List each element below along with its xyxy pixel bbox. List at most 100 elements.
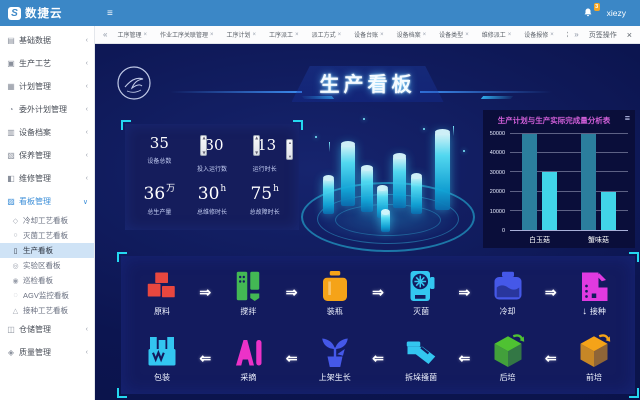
tab-operations-button[interactable]: 页签操作 (588, 31, 617, 39)
sidebar-item-maintenance-management[interactable]: ▧ 保养管理 ‹ (7, 151, 88, 160)
sidebar-item-outsourcing-plan-management[interactable]: ◔ 委外计划管理 ‹ (0, 98, 94, 121)
mixing-icon (230, 268, 266, 304)
sidebar-item-warehouse-management[interactable]: ◫ 仓储管理 ‹ (7, 325, 88, 334)
tab-cooling-process-board[interactable]: 冷却工艺看板× (563, 28, 569, 41)
close-icon[interactable]: × (143, 31, 147, 38)
app-logo-icon: S (8, 6, 21, 20)
close-icon[interactable]: × (337, 31, 342, 38)
sidebar-subitem-inoculation-process-board[interactable]: △ 接种工艺看板 (12, 306, 68, 315)
header-decor-line-left (170, 91, 302, 93)
flow-step-pre-cultivation: 前培 (565, 333, 623, 383)
username[interactable]: xiezy (606, 8, 626, 18)
main-area: « 工序管理 × 作业工序关联管理 × 工序计划 × 工序派工 × 派工方式 × 设备台账 × 设备档案… (95, 26, 640, 400)
header-decor-line-right (420, 91, 552, 93)
glow-bar (393, 153, 406, 208)
quality-icon: ◈ (7, 348, 15, 357)
bottling-icon (317, 268, 353, 304)
chevron-left-icon: ‹ (85, 37, 88, 44)
sidebar-subitem-sterilization-process-board[interactable]: ○ 灭菌工艺看板 (0, 228, 94, 243)
close-icon[interactable]: × (550, 31, 554, 38)
location-icon: ◉ (12, 277, 19, 285)
tab-dispatch-method[interactable]: 派工方式 × (311, 31, 342, 40)
body-row: ▤ 基础数据 ‹ ▣ 生产工艺 ‹ ▦ 计划管理 ‹ ◔ 委外计划管理 ‹ ▥ 设备档案 ‹ ▧ 保养管理 ‹ ◧ 维… (0, 26, 640, 400)
close-icon[interactable]: × (210, 31, 214, 38)
tab-operation-process-relation[interactable]: 作业工序关联管理 × (159, 31, 214, 40)
cooling-icon (490, 268, 526, 304)
tab-process-plan[interactable]: 工序计划 × (226, 31, 257, 40)
tab-repair-dispatch[interactable]: 维修派工 × (481, 31, 512, 40)
close-all-tabs-icon[interactable]: × (626, 29, 632, 40)
tab-equipment-type[interactable]: 设备类型 × (439, 31, 469, 40)
sidebar-item-board-management[interactable]: ▨ 看板管理 ∨ (7, 197, 88, 206)
counter-spinner[interactable] (253, 135, 261, 156)
particle (423, 128, 425, 130)
glow-bar (411, 173, 422, 214)
sidebar: ▤ 基础数据 ‹ ▣ 生产工艺 ‹ ▦ 计划管理 ‹ ◔ 委外计划管理 ‹ ▥ 设备档案 ‹ ▧ 保养管理 ‹ ◧ 维… (0, 26, 95, 400)
particle (463, 150, 465, 152)
counter-spinner[interactable] (200, 135, 208, 156)
sidebar-item-repair-management[interactable]: ◧ 维修管理 ‹ (7, 174, 88, 183)
counter-spinner[interactable] (286, 139, 293, 160)
platform-ring (335, 204, 441, 236)
chevron-left-icon: ‹ (85, 60, 88, 67)
tab-strip: 工序管理 × 作业工序关联管理 × 工序计划 × 工序派工 × 派工方式 × 设备台账 × 设备档案 × 设… (113, 26, 568, 43)
close-icon[interactable]: × (422, 31, 427, 38)
sidebar-subitem-inspection-board[interactable]: ◉ 巡检看板 (12, 276, 53, 285)
flow-arrow-right-icon: ⇒ (285, 283, 298, 300)
plan-document-icon: ▦ (7, 82, 15, 91)
sidebar-item-basic-data[interactable]: ▤ 基础数据 ‹ (7, 36, 88, 45)
production-chart-panel: 生产计划与生产实际完成量分析表 ≡ 0 10000 20000 30000 40000 5… (483, 110, 635, 248)
close-icon[interactable]: × (380, 31, 384, 38)
tab-equipment-repair-report[interactable]: 设备报修 × (524, 31, 554, 40)
picking-icon (230, 334, 266, 370)
flow-arrow-right-icon: ⇒ (199, 283, 212, 300)
sidebar-subitem-cooling-process-board[interactable]: ◇ 冷却工艺看板 (12, 216, 68, 225)
sidebar-collapse-icon[interactable]: ≡ (107, 7, 113, 19)
tabs-scroll-right-icon[interactable]: » (574, 30, 579, 39)
tab-equipment-archive[interactable]: 设备档案 × (396, 31, 427, 40)
inoculate-icon: △ (12, 307, 19, 315)
warehouse-icon: ◫ (7, 325, 15, 334)
bar-group-1 (581, 134, 616, 230)
tab-process-management[interactable]: 工序管理 × (117, 31, 147, 40)
glow-bar (341, 141, 355, 206)
chart-menu-icon[interactable]: ≡ (624, 113, 630, 123)
sterilization-icon (403, 268, 439, 304)
bar-生产计划量-1 (581, 134, 596, 230)
chart-title: 生产计划与生产实际完成量分析表 (497, 116, 611, 125)
corner-bracket (121, 120, 131, 130)
stat-total-fault-hours: 75 h 总故障时长 (249, 184, 280, 217)
close-icon[interactable]: × (295, 31, 299, 38)
particle (329, 142, 330, 152)
close-icon[interactable]: × (507, 31, 512, 38)
tabs-scroll-left-icon[interactable]: « (103, 30, 108, 39)
destack-scratch-icon (403, 334, 439, 370)
sidebar-subitem-lab-area-board[interactable]: ◎ 实验区看板 (12, 261, 61, 270)
close-icon[interactable]: × (465, 31, 469, 38)
app-logo[interactable]: S 数捷云 (0, 5, 95, 21)
sidebar-item-plan-management[interactable]: ▦ 计划管理 ‹ (7, 82, 88, 91)
sidebar-item-quality-management[interactable]: ◈ 质量管理 ‹ (7, 348, 88, 357)
sidebar-subitem-agv-monitor-board[interactable]: ◌ AGV监控看板 (0, 288, 94, 303)
notification-bell-icon[interactable]: 3 (582, 2, 600, 20)
chevron-down-icon: ∨ (82, 198, 88, 206)
turn-down-arrow-icon: ↓ (582, 305, 590, 317)
flow-arrow-left-icon: ⇐ (458, 349, 471, 366)
sidebar-item-equipment-archive[interactable]: ▥ 设备档案 ‹ (7, 128, 88, 137)
chart-bars (510, 134, 628, 230)
tab-process-dispatch[interactable]: 工序派工 × (269, 31, 299, 40)
tab-bar: « 工序管理 × 作业工序关联管理 × 工序计划 × 工序派工 × 派工方式 × 设备台账 × 设备档案… (95, 26, 640, 44)
flow-step-raw-material: 原料 (133, 268, 191, 317)
flow-step-cooling: 冷却 (479, 268, 537, 317)
packaging-icon (144, 334, 180, 370)
tab-equipment-ledger[interactable]: 设备台账 × (354, 31, 384, 40)
particle (453, 126, 454, 136)
3d-bars-visual (293, 106, 483, 258)
close-icon[interactable]: × (252, 31, 257, 38)
corner-bracket (629, 252, 639, 262)
sidebar-item-production-process[interactable]: ▣ 生产工艺 ‹ (7, 59, 88, 68)
sidebar-subitem-production-board[interactable]: ▯ 生产看板 (0, 243, 94, 258)
